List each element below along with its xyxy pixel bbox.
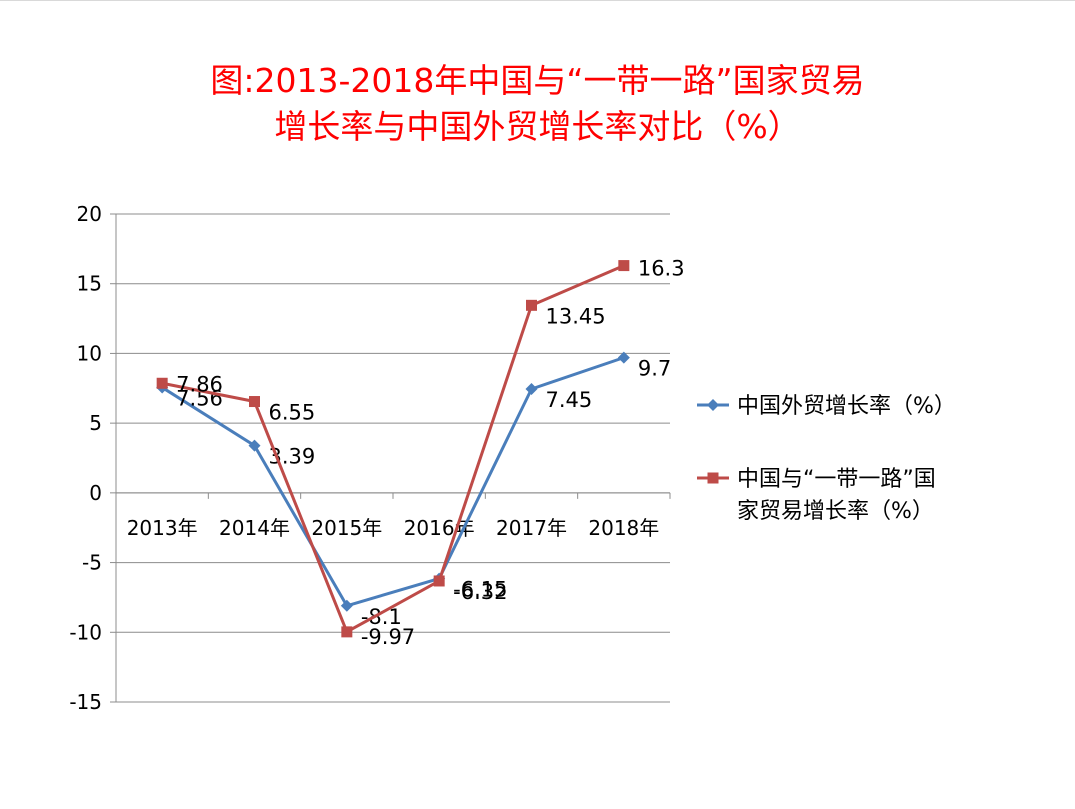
- chart-title-line-1: 图:2013-2018年中国与“一带一路”国家贸易: [210, 61, 865, 100]
- data-point-marker: [433, 575, 445, 587]
- data-label: -6.32: [453, 580, 507, 604]
- data-point-marker: [525, 382, 538, 395]
- y-tick-label: 20: [77, 202, 102, 226]
- data-label: -9.97: [361, 625, 415, 649]
- data-point-marker: [248, 439, 261, 452]
- data-label: 9.7: [638, 357, 671, 381]
- chart-title: 图:2013-2018年中国与“一带一路”国家贸易 增长率与中国外贸增长率对比（…: [0, 58, 1075, 150]
- y-tick-label: 0: [89, 481, 102, 505]
- x-tick-label: 2018年: [588, 516, 659, 540]
- legend-label: 中国外贸增长率（%）: [737, 394, 956, 419]
- data-label: 6.55: [269, 401, 316, 425]
- data-label: -6.15: [453, 578, 507, 602]
- data-point-marker: [618, 260, 630, 272]
- series-line-1: [161, 356, 625, 608]
- y-tick-label: 5: [89, 411, 102, 435]
- legend-marker: [707, 399, 719, 411]
- data-label: 13.45: [546, 304, 606, 328]
- data-point-marker: [341, 626, 353, 638]
- x-tick-label: 2015年: [311, 516, 382, 540]
- data-point-marker: [249, 396, 260, 408]
- data-point-marker: [156, 377, 168, 389]
- legend-marker: [707, 472, 719, 484]
- x-tick-label: 2017年: [496, 516, 567, 540]
- top-border-line: [0, 0, 1075, 1]
- data-label: 16.3: [638, 257, 685, 281]
- data-label: 7.45: [546, 388, 593, 412]
- y-tick-label: 10: [77, 341, 102, 365]
- y-tick-label: -10: [69, 620, 102, 644]
- legend-label-line-2: 家贸易增长率（%）: [737, 499, 934, 524]
- legend-label: 中国与“一带一路”国: [737, 467, 936, 492]
- data-point-marker: [617, 351, 630, 364]
- x-tick-label: 2014年: [219, 516, 290, 540]
- data-point-marker: [526, 299, 537, 311]
- y-tick-label: 15: [77, 272, 102, 296]
- x-tick-label: 2013年: [127, 516, 198, 540]
- y-tick-label: -15: [69, 690, 102, 714]
- y-tick-label: -5: [82, 551, 102, 575]
- data-label: -8.1: [361, 605, 402, 629]
- data-point-marker: [340, 599, 353, 612]
- data-label: 7.86: [176, 372, 223, 396]
- series-line-2: [161, 264, 625, 634]
- chart-title-line-2: 增长率与中国外贸增长率对比（%）: [274, 107, 801, 146]
